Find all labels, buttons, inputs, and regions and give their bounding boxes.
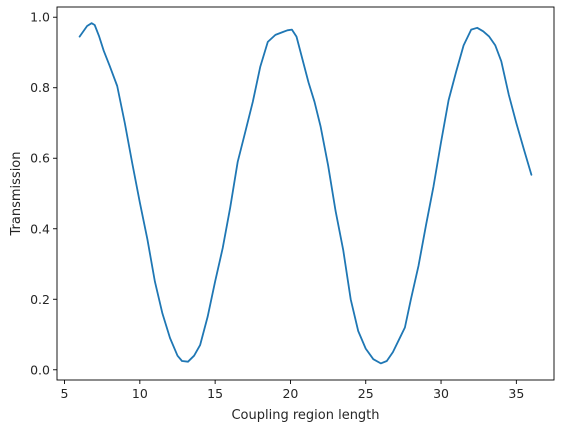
y-tick-label: 1.0 [30, 10, 50, 25]
x-tick-label: 15 [207, 386, 223, 401]
plot-frame [56, 6, 555, 381]
x-tick-label: 30 [433, 386, 449, 401]
x-axis-label: Coupling region length [231, 408, 379, 423]
x-tick-label: 35 [508, 386, 524, 401]
y-ticks: 0.0 0.2 0.4 0.6 0.8 1.0 [30, 10, 57, 377]
y-axis-label: Transmission [9, 152, 24, 237]
x-tick-label: 20 [282, 386, 298, 401]
y-tick-label: 0.8 [30, 80, 50, 95]
y-tick-label: 0.4 [30, 221, 50, 236]
x-tick-label: 25 [358, 386, 374, 401]
series-line [78, 22, 533, 365]
x-ticks: 5 10 15 20 25 30 35 [61, 380, 524, 401]
x-tick-label: 10 [132, 386, 148, 401]
y-tick-label: 0.6 [30, 151, 50, 166]
y-tick-label: 0.2 [30, 292, 50, 307]
y-tick-label: 0.0 [30, 362, 50, 377]
x-tick-label: 5 [61, 386, 69, 401]
plot-area [57, 7, 554, 380]
series-layer [78, 22, 533, 365]
